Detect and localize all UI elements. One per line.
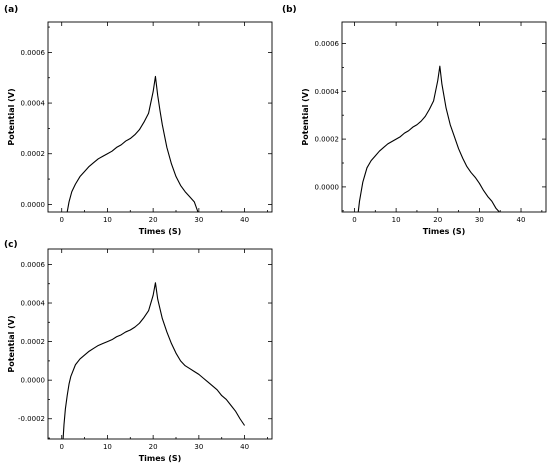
x-tick-label: 10 [103, 216, 112, 224]
y-tick-label: 0.0002 [21, 150, 46, 158]
y-tick-label: 0.0000 [21, 201, 46, 209]
series-line-1 [357, 65, 500, 213]
plot-frame [47, 248, 273, 440]
series-line-1 [66, 75, 199, 213]
x-tick-label: 10 [392, 216, 401, 224]
y-tick-label: 0.0004 [315, 88, 340, 96]
y-tick-label: 0.0000 [21, 377, 46, 385]
x-tick-label: 0 [352, 216, 356, 224]
x-tick-label: 40 [240, 443, 249, 451]
x-axis-title: Times (S) [139, 454, 182, 463]
x-tick-label: 30 [475, 216, 484, 224]
y-axis-title: Potential (V) [7, 88, 16, 145]
x-tick-label: 20 [149, 443, 158, 451]
x-axis-title: Times (S) [423, 227, 466, 236]
y-axis-title: Potential (V) [7, 315, 16, 372]
y-tick-label: 0.0004 [21, 100, 46, 108]
y-tick-label: 0.0006 [315, 40, 340, 48]
chart-panel-3: (c) 0 10 20 30 40 -0.0002 0.0000 0.0002 0.0004 0.0… [4, 240, 273, 463]
x-tick-label: 40 [240, 216, 249, 224]
chart-panel-2: (b) 0 10 20 30 40 0.0000 0.0002 0.0004 0.0006 Time… [282, 5, 547, 236]
y-axis-title: Potential (V) [301, 88, 310, 145]
x-tick-label: 0 [59, 216, 63, 224]
x-tick-label: 20 [149, 216, 158, 224]
x-axis-title: Times (S) [139, 227, 182, 236]
y-tick-label: 0.0002 [315, 136, 340, 144]
y-tick-label: -0.0002 [18, 415, 45, 423]
x-tick-label: 30 [194, 216, 203, 224]
y-tick-label: 0.0004 [21, 300, 46, 308]
panel-label: (b) [282, 5, 297, 15]
plot-frame [341, 21, 547, 213]
y-tick-label: 0.0000 [315, 183, 340, 191]
x-tick-label: 10 [103, 443, 112, 451]
chart-panel-1: (a) 0 10 20 30 40 0.0000 0.0002 0.0004 0.0006 Time… [4, 5, 273, 236]
y-tick-label: 0.0006 [21, 261, 46, 269]
y-tick-label: 0.0002 [21, 338, 46, 346]
y-tick-label: 0.0006 [21, 49, 46, 57]
x-tick-label: 0 [59, 443, 63, 451]
plot-frame [47, 21, 273, 213]
panel-label: (a) [4, 5, 18, 15]
x-tick-label: 40 [517, 216, 526, 224]
series-line-1 [62, 282, 246, 440]
x-tick-label: 30 [194, 443, 203, 451]
x-tick-label: 20 [433, 216, 442, 224]
panel-label: (c) [4, 240, 18, 250]
